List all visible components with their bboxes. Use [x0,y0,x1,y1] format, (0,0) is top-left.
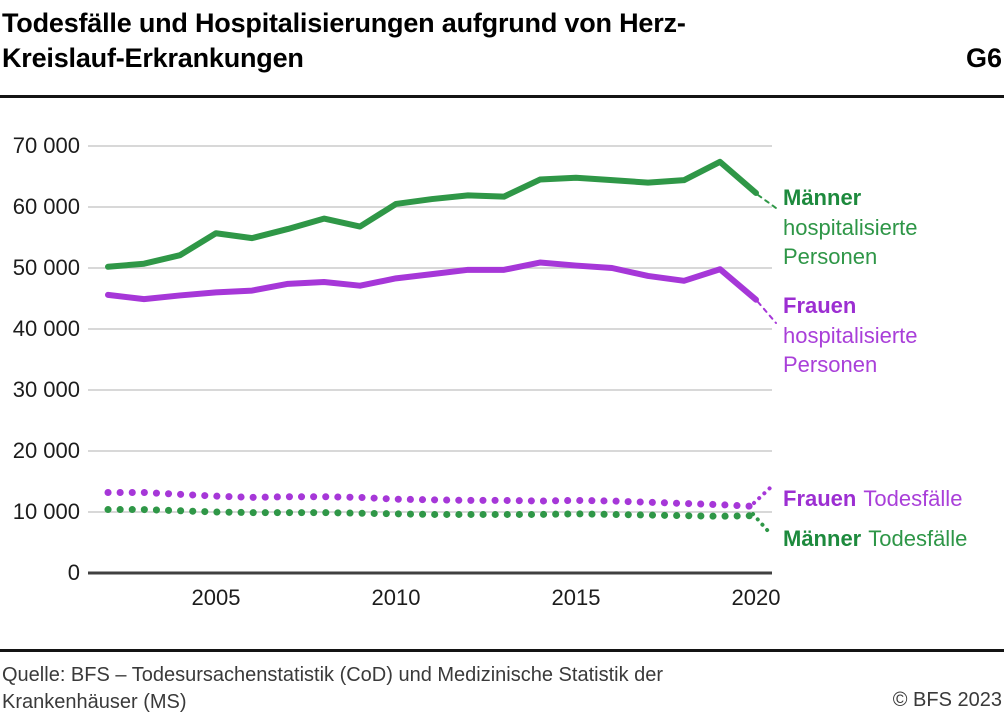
source-text: Quelle: BFS – Todesursachenstatistik (Co… [2,664,664,713]
y-axis-tick-label: 40 000 [12,316,80,341]
legend-label-line3: Personen [783,244,878,269]
legend-label-bold: Frauen [783,486,857,511]
legend-maenner-hospitalisierte: Männer hospitalisierte Personen [783,183,918,272]
title-line-2: Kreislauf-Erkrankungen [2,43,304,73]
legend-label-bold: Männer [783,526,862,551]
copyright-text: © BFS 2023 [892,689,1002,711]
y-axis-tick-label: 20 000 [12,438,80,463]
legend-label-bold: Männer [783,185,862,210]
title-line-1: Todesfälle und Hospitalisierungen aufgru… [2,8,686,38]
legend-label-bold: Frauen [783,293,857,318]
legend-frauen-hospitalisierte: Frauen hospitalisierte Personen [783,291,918,380]
legend-frauen-todesfaelle: Frauen Todesfälle [783,484,962,514]
x-axis-tick-label: 2010 [371,585,421,610]
figure-id-label: G6 [965,43,1002,73]
legend-label-line2: hospitalisierte [783,322,918,348]
y-axis-tick-label: 60 000 [12,194,80,219]
y-axis-tick-label: 0 [67,560,80,585]
y-axis-tick-label: 10 000 [12,499,80,524]
x-axis-tick-label: 2020 [731,585,781,610]
y-axis-tick-label: 70 000 [12,133,80,158]
footer-divider [0,649,1004,652]
page-title: Todesfälle und Hospitalisierungen aufgru… [2,6,832,76]
legend-label-line3: Personen [783,352,878,377]
x-axis-tick-label: 2005 [191,585,241,610]
legend-maenner-todesfaelle: Männer Todesfälle [783,524,967,554]
legend-label-rest: Todesfälle [868,526,968,551]
x-axis-tick-label: 2015 [551,585,601,610]
y-axis-tick-label: 30 000 [12,377,80,402]
y-axis-tick-label: 50 000 [12,255,80,280]
header-divider [0,95,1004,98]
legend-label-rest: Todesfälle [863,486,963,511]
legend-label-line2: hospitalisierte [783,214,918,240]
